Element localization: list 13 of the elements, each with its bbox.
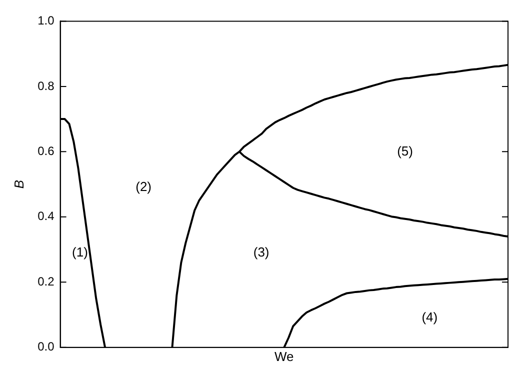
y-tick-label: 0.0 [38,340,55,354]
y-tick-label: 0.2 [38,274,55,288]
annotation: (3) [253,244,270,260]
y-tick-label: 0.4 [38,209,55,224]
annotation: (4) [422,310,438,325]
y-tick-label: 0.6 [38,144,55,158]
annotation: (2) [136,179,152,194]
y-tick-label: 0.8 [38,78,55,93]
annotation: (5) [397,143,413,158]
x-axis-title: We [274,348,294,364]
y-tick-label: 1.0 [38,14,55,28]
y-axis-title: B [11,180,26,189]
annotation: (1) [72,244,88,260]
